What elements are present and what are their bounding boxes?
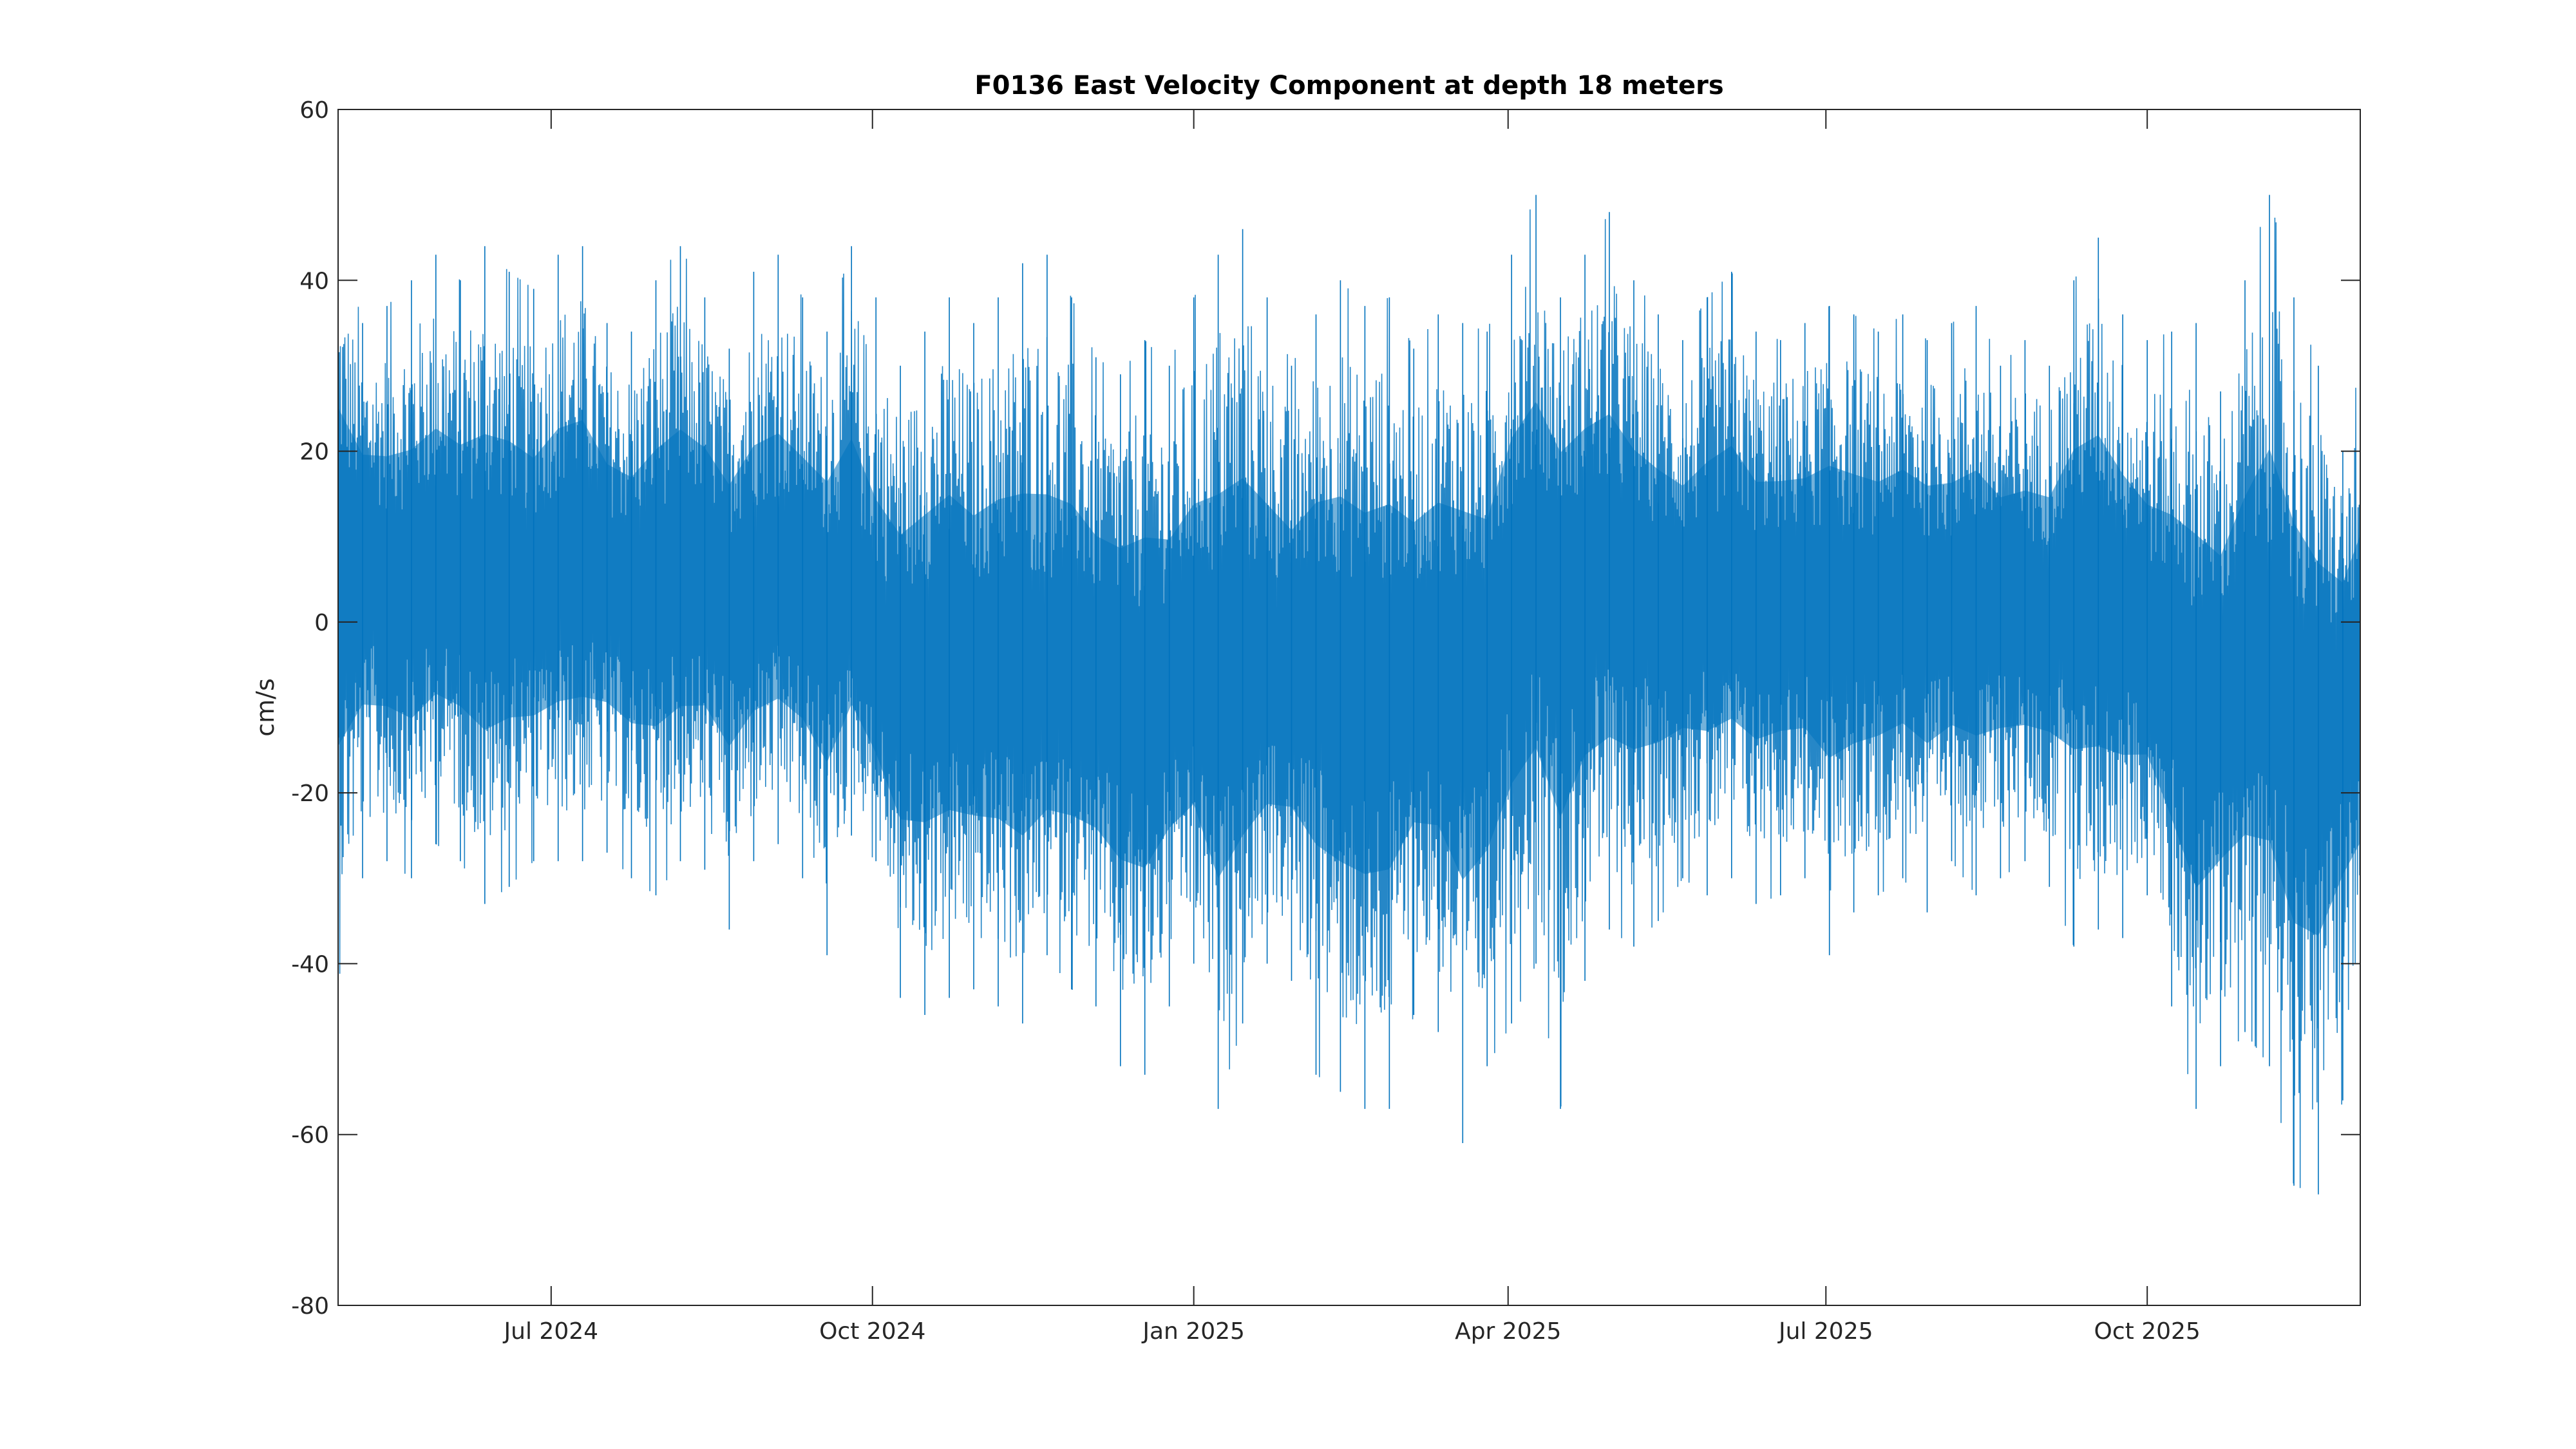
chart-title: F0136 East Velocity Component at depth 1… bbox=[974, 71, 1723, 100]
series-layer bbox=[337, 194, 2361, 1195]
y-tick-label: -20 bbox=[291, 781, 329, 807]
y-tick-label: 40 bbox=[299, 268, 329, 294]
x-tick-label: Jul 2024 bbox=[503, 1318, 599, 1345]
ticks-layer: 60 40 20 0 -20 -40 -60 -80 Jul 2024 Oct 2024 Jan 2… bbox=[291, 97, 2360, 1345]
x-tick-label: Oct 2024 bbox=[819, 1318, 925, 1345]
x-tick-label: Apr 2025 bbox=[1455, 1318, 1561, 1345]
x-tick-label: Oct 2025 bbox=[2094, 1318, 2201, 1345]
axes-box bbox=[337, 109, 2361, 1306]
y-axis-label: cm/s bbox=[251, 678, 279, 737]
series-line bbox=[337, 209, 2361, 1188]
x-tick-label: Jan 2025 bbox=[1141, 1318, 1245, 1345]
y-tick-label: 60 bbox=[299, 97, 329, 124]
y-tick-label: -80 bbox=[291, 1293, 329, 1320]
y-tick-label: -60 bbox=[291, 1122, 329, 1149]
y-tick-label: 20 bbox=[299, 439, 329, 466]
y-tick-label: -40 bbox=[291, 951, 329, 978]
x-tick-label: Jul 2025 bbox=[1777, 1318, 1873, 1345]
y-tick-label: 0 bbox=[314, 610, 329, 636]
